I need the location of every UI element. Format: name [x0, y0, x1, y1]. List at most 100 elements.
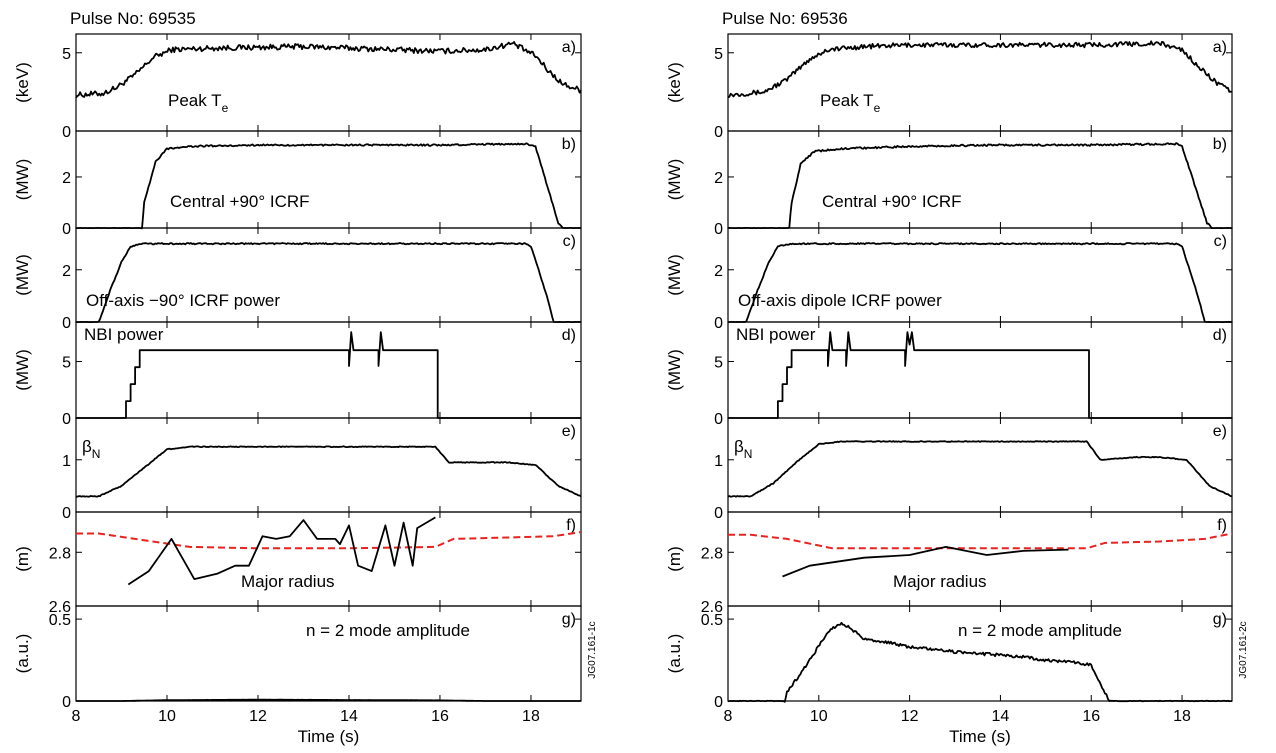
y-axis-label: (a.u.) [665, 634, 684, 674]
y-tick-label: 2.8 [49, 545, 71, 562]
y-tick-label: 5 [714, 46, 723, 63]
series-line [75, 445, 582, 498]
series-line [727, 40, 1233, 99]
y-tick-label: 0 [62, 694, 71, 711]
annotation-c: Off-axis dipole ICRF power [738, 291, 942, 310]
panel-g: 0 0.5 (a.u.) g) n = 2 mode amplitude [13, 605, 582, 711]
y-tick-label: 0 [62, 221, 71, 238]
y-tick-label: 1 [714, 453, 723, 470]
y-axis-label: (MW) [665, 349, 684, 391]
y-tick-label: 0 [714, 694, 723, 711]
panel-tag: a) [562, 39, 576, 56]
annotation-g: n = 2 mode amplitude [958, 621, 1122, 640]
y-tick-label: 0 [62, 411, 71, 428]
x-tick-label: 18 [1173, 708, 1191, 725]
x-tick-label: 12 [249, 708, 267, 725]
panel-d: 0 5 (MW) d) NBI power [665, 321, 1233, 428]
annotation-subscript: e [222, 101, 229, 115]
x-axis-label: Time (s) [298, 727, 360, 746]
y-axis-label: (keV) [13, 62, 32, 103]
panel-e: 0 1 e) βN [714, 417, 1233, 522]
series-line [727, 142, 1233, 229]
x-tick-label: 10 [810, 708, 828, 725]
series-line [782, 546, 1069, 578]
panel-f: 2.6 2.8 (m) f) Major radius [13, 511, 582, 616]
y-tick-label: 0 [62, 315, 71, 332]
y-axis-label: (keV) [665, 62, 684, 103]
annotation-e: βN [82, 437, 100, 461]
y-axis-label: (MW) [665, 254, 684, 296]
annotation-b: Central +90° ICRF [822, 192, 962, 211]
panel-tag: c) [1214, 233, 1227, 250]
panel-d: 0 5 (MW) d) NBI power [13, 321, 582, 428]
panel-tag: d) [562, 327, 576, 344]
panel-tag: g) [1213, 611, 1227, 628]
series-line [76, 142, 581, 230]
series-line [75, 41, 582, 99]
annotation-g: n = 2 mode amplitude [306, 621, 470, 640]
series-line [727, 242, 1232, 323]
x-tick-label: 8 [724, 708, 733, 725]
x-tick-label: 14 [992, 708, 1010, 725]
y-tick-label: 0.5 [701, 612, 723, 629]
y-tick-label: 0 [62, 124, 71, 141]
y-tick-label: 2 [62, 263, 71, 280]
x-tick-label: 18 [522, 708, 540, 725]
y-tick-label: 2 [714, 170, 723, 187]
y-axis-label: (m) [13, 546, 32, 571]
annotation-a: Peak Te [820, 91, 881, 115]
series-line [76, 331, 581, 419]
series-line-dashed [728, 532, 1233, 550]
y-tick-label: 5 [62, 46, 71, 63]
y-tick-label: 0 [714, 505, 723, 522]
panel-frame [75, 605, 582, 702]
annotation-f: Major radius [893, 572, 987, 591]
x-tick-label: 8 [72, 708, 81, 725]
y-tick-label: 0.5 [49, 612, 71, 629]
panel-b: 0 2 (MW) b) Central +90° ICRF [13, 130, 582, 238]
panel-tag: b) [1213, 136, 1227, 153]
x-axis-label: Time (s) [949, 727, 1011, 746]
panel-g: 0 0.5 (a.u.) g) n = 2 mode amplitude [665, 605, 1233, 711]
panel-frame [727, 417, 1233, 513]
y-axis-label: (a.u.) [13, 634, 32, 674]
panel-c: 0 2 (MW) c) Off-axis −90° ICRF power [13, 227, 582, 332]
pulse-label: Pulse No: 69536 [722, 9, 848, 28]
series-line [75, 242, 581, 323]
chart-column-1: Pulse No: 69535 0 5 (keV) a) Peak Te 0 2 (MW) b) C… [13, 9, 598, 746]
y-tick-label: 0 [714, 124, 723, 141]
y-tick-label: 2.8 [701, 545, 723, 562]
panel-tag: d) [1213, 327, 1227, 344]
panel-tag: e) [562, 423, 576, 440]
panel-frame [727, 33, 1233, 132]
panel-frame [727, 605, 1233, 702]
figure-code: JG07.161-1c [587, 621, 598, 678]
y-tick-label: 2 [62, 170, 71, 187]
panel-frame [727, 511, 1233, 607]
series-line-dashed [76, 531, 582, 550]
panel-a: 0 5 (keV) a) Peak Te [13, 33, 582, 141]
annotation-c: Off-axis −90° ICRF power [86, 291, 280, 310]
panel-a: 0 5 (keV) a) Peak Te [665, 33, 1233, 141]
series-line [76, 698, 581, 702]
figure-code: JG07.161-2c [1238, 621, 1249, 678]
annotation-f: Major radius [241, 572, 335, 591]
annotation-d: NBI power [84, 325, 164, 344]
series-line [728, 331, 1232, 419]
x-tick-label: 16 [1082, 708, 1100, 725]
x-tick-label: 10 [158, 708, 176, 725]
annotation-subscript: N [744, 447, 753, 461]
panel-frame [75, 417, 582, 513]
panel-f: 2.6 2.8 (m) f) Major radius [665, 511, 1233, 616]
y-tick-label: 2.6 [701, 599, 723, 616]
y-tick-label: 0 [714, 411, 723, 428]
panel-tag: b) [562, 136, 576, 153]
y-tick-label: 0 [714, 221, 723, 238]
y-axis-label: (MW) [13, 254, 32, 296]
y-tick-label: 2.6 [49, 599, 71, 616]
series-line [727, 440, 1233, 498]
annotation-subscript: e [874, 101, 881, 115]
series-line [727, 621, 1233, 703]
y-axis-label: (MW) [13, 159, 32, 201]
